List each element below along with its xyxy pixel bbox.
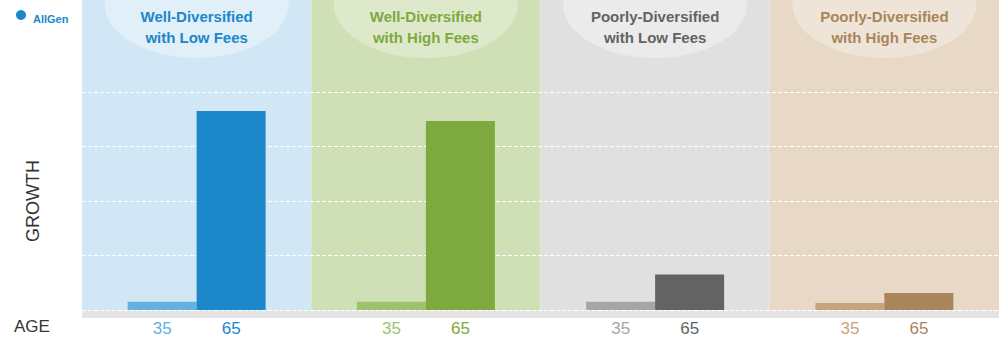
svg-text:Poorly-Diversified: Poorly-Diversified bbox=[820, 8, 948, 25]
svg-text:35: 35 bbox=[611, 319, 630, 338]
svg-text:AllGen: AllGen bbox=[33, 13, 69, 25]
svg-text:Well-Diversified: Well-Diversified bbox=[140, 8, 252, 25]
svg-text:65: 65 bbox=[451, 319, 470, 338]
svg-text:Well-Diversified: Well-Diversified bbox=[370, 8, 482, 25]
svg-text:35: 35 bbox=[153, 319, 172, 338]
svg-text:65: 65 bbox=[222, 319, 241, 338]
svg-text:65: 65 bbox=[680, 319, 699, 338]
svg-text:with Low Fees: with Low Fees bbox=[603, 29, 707, 46]
svg-text:35: 35 bbox=[382, 319, 401, 338]
svg-text:35: 35 bbox=[840, 319, 859, 338]
svg-text:with High Fees: with High Fees bbox=[830, 29, 937, 46]
svg-text:Poorly-Diversified: Poorly-Diversified bbox=[591, 8, 719, 25]
svg-text:with High Fees: with High Fees bbox=[372, 29, 479, 46]
svg-text:with Low Fees: with Low Fees bbox=[144, 29, 248, 46]
svg-text:AGE: AGE bbox=[14, 317, 50, 336]
svg-text:GROWTH: GROWTH bbox=[23, 160, 43, 242]
svg-text:65: 65 bbox=[909, 319, 928, 338]
